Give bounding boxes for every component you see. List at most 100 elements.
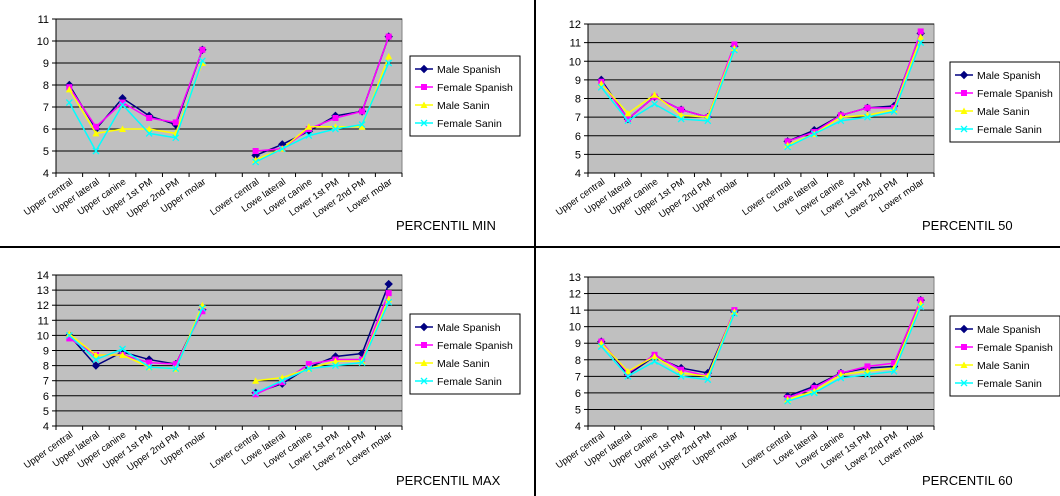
data-point	[305, 361, 312, 368]
legend-label: Male Spanish	[977, 324, 1041, 336]
series-line	[787, 306, 922, 402]
data-point	[145, 363, 153, 371]
data-point	[252, 158, 260, 166]
plot-area	[587, 276, 935, 427]
data-point-stroke	[145, 363, 153, 371]
data-point	[92, 123, 99, 130]
data-point	[385, 52, 393, 60]
data-point	[597, 343, 605, 350]
data-point	[864, 363, 871, 370]
data-point	[810, 130, 818, 138]
data-point-stroke	[119, 345, 126, 353]
legend: Male Spanish Female Spanish Male Sanin Fema…	[949, 61, 1060, 143]
data-point	[624, 115, 631, 122]
data-point	[624, 367, 632, 375]
data-point	[624, 372, 632, 380]
data-point-stroke	[65, 99, 73, 107]
data-point	[119, 125, 127, 132]
data-point	[704, 376, 712, 384]
legend-marker	[960, 379, 968, 387]
legend-label: Female Spanish	[977, 88, 1053, 100]
data-point	[917, 39, 925, 47]
data-point-stroke	[837, 374, 845, 382]
data-point	[730, 309, 738, 317]
data-point	[890, 367, 898, 375]
y-tick-label: 5	[575, 404, 581, 416]
data-point	[384, 279, 393, 289]
y-tick-label: 10	[37, 36, 49, 48]
data-point-stroke	[172, 365, 180, 373]
data-point-stroke	[252, 389, 260, 397]
data-point	[810, 389, 818, 397]
data-point	[198, 304, 206, 312]
legend-marker	[959, 70, 969, 80]
legend-label: Female Sanin	[437, 118, 502, 130]
data-point	[864, 104, 871, 111]
data-point	[891, 360, 898, 367]
data-point-stroke	[704, 117, 712, 125]
data-point-stroke	[597, 83, 605, 91]
data-point	[677, 372, 685, 380]
legend-label: Female Spanish	[437, 340, 513, 352]
data-point	[332, 125, 339, 133]
y-tick-label: 10	[569, 56, 581, 68]
legend-label: Male Spanish	[977, 70, 1041, 82]
legend-marker	[959, 324, 969, 334]
legend-marker	[420, 119, 428, 127]
legend-label: Female Sanin	[977, 124, 1042, 136]
data-point-stroke	[252, 158, 260, 166]
data-point	[92, 356, 100, 364]
y-tick-label: 10	[37, 330, 49, 342]
y-tick-label: 7	[575, 112, 581, 124]
data-point	[119, 101, 126, 109]
data-point-stroke	[385, 298, 393, 306]
data-point-stroke	[420, 377, 428, 385]
data-point	[252, 377, 260, 384]
legend-label: Female Sanin	[437, 376, 502, 388]
data-point	[91, 361, 101, 370]
data-point-stroke	[810, 389, 818, 397]
data-point	[358, 359, 366, 367]
y-tick-label: 8	[43, 80, 49, 92]
data-point	[731, 41, 738, 48]
y-tick-label: 9	[575, 338, 581, 350]
y-tick-label: 7	[575, 371, 581, 383]
data-point	[65, 85, 73, 93]
legend-label: Male Spanish	[437, 64, 501, 76]
y-tick-label: 4	[43, 168, 49, 180]
y-tick-label: 4	[575, 421, 581, 433]
data-point	[92, 129, 100, 137]
data-point	[359, 108, 366, 115]
data-point	[917, 33, 925, 41]
y-tick-label: 5	[43, 406, 49, 418]
legend-marker	[420, 377, 428, 385]
y-tick-label: 8	[575, 355, 581, 367]
series-line	[600, 47, 736, 118]
legend-marker	[420, 101, 428, 108]
y-tick-label: 6	[43, 391, 49, 403]
legend-marker	[960, 361, 968, 368]
data-point-stroke	[810, 130, 818, 138]
data-point	[146, 359, 153, 366]
data-point	[730, 46, 738, 54]
legend-label: Female Sanin	[977, 378, 1042, 390]
series-line	[255, 292, 390, 395]
legend-marker	[421, 342, 427, 348]
data-point-stroke	[837, 117, 845, 125]
data-point-stroke	[784, 397, 792, 405]
panel-caption: PERCENTIL MAX	[396, 473, 501, 488]
y-tick-label: 12	[569, 19, 581, 31]
data-point-stroke	[624, 372, 632, 380]
y-tick-label: 12	[569, 289, 581, 301]
data-point	[624, 109, 632, 117]
data-point-stroke	[119, 101, 126, 109]
series-line	[68, 307, 204, 370]
y-tick-label: 11	[38, 14, 49, 26]
plot-area	[55, 18, 403, 174]
data-point-stroke	[651, 100, 658, 108]
y-tick-label: 11	[570, 305, 581, 317]
data-point	[332, 362, 339, 370]
